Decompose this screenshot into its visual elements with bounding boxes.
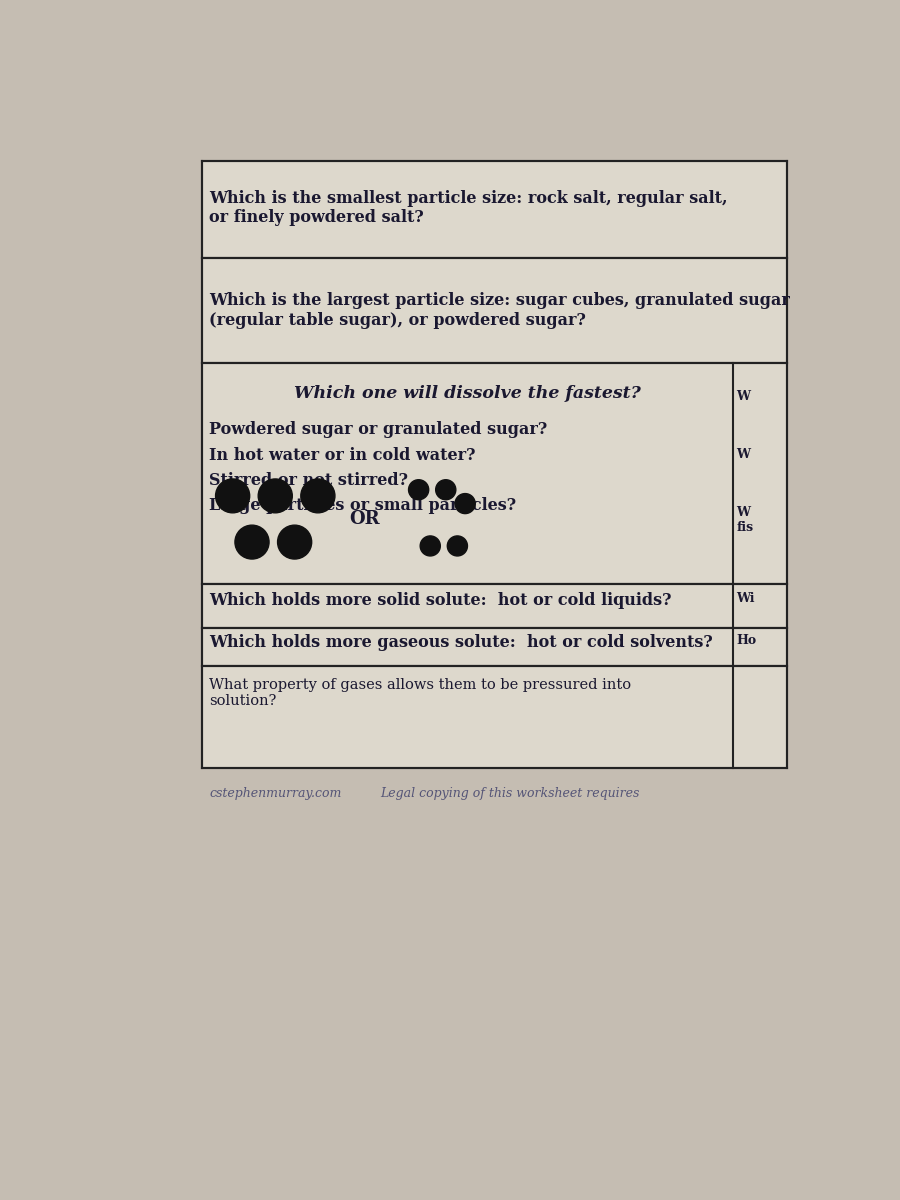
Text: What property of gases allows them to be pressured into
solution?: What property of gases allows them to be…	[210, 678, 632, 708]
Circle shape	[235, 526, 269, 559]
Circle shape	[447, 536, 467, 556]
Circle shape	[455, 493, 475, 514]
Text: In hot water or in cold water?: In hot water or in cold water?	[210, 446, 476, 463]
Text: Which holds more gaseous solute:  hot or cold solvents?: Which holds more gaseous solute: hot or …	[210, 634, 713, 650]
Circle shape	[301, 479, 335, 512]
Text: Ho: Ho	[736, 634, 757, 647]
Bar	[202, 666, 787, 768]
Text: Large particles or small particles?: Large particles or small particles?	[210, 498, 517, 515]
Text: W: W	[736, 390, 751, 403]
Bar	[202, 258, 787, 364]
Circle shape	[436, 480, 455, 499]
Text: cstephenmurray.com: cstephenmurray.com	[210, 787, 342, 800]
Text: W
fis: W fis	[736, 506, 753, 534]
Circle shape	[420, 536, 440, 556]
Text: W: W	[736, 448, 751, 461]
Text: Legal copying of this worksheet requires: Legal copying of this worksheet requires	[380, 787, 639, 800]
Circle shape	[409, 480, 428, 499]
Text: Which is the smallest particle size: rock salt, regular salt,
or finely powdered: Which is the smallest particle size: roc…	[210, 190, 728, 227]
Bar	[202, 584, 787, 628]
Bar	[202, 628, 787, 666]
Bar	[202, 161, 787, 258]
Text: Wi: Wi	[736, 592, 755, 605]
Circle shape	[216, 479, 249, 512]
Bar	[202, 364, 787, 584]
Text: Powdered sugar or granulated sugar?: Powdered sugar or granulated sugar?	[210, 421, 547, 438]
Text: Stirred or not stirred?: Stirred or not stirred?	[210, 472, 409, 490]
Circle shape	[277, 526, 311, 559]
Text: OR: OR	[349, 510, 380, 528]
Text: Which one will dissolve the fastest?: Which one will dissolve the fastest?	[293, 385, 641, 402]
Text: Which is the largest particle size: sugar cubes, granulated sugar
(regular table: Which is the largest particle size: suga…	[210, 293, 790, 329]
Circle shape	[258, 479, 292, 512]
Text: Which holds more solid solute:  hot or cold liquids?: Which holds more solid solute: hot or co…	[210, 592, 672, 610]
